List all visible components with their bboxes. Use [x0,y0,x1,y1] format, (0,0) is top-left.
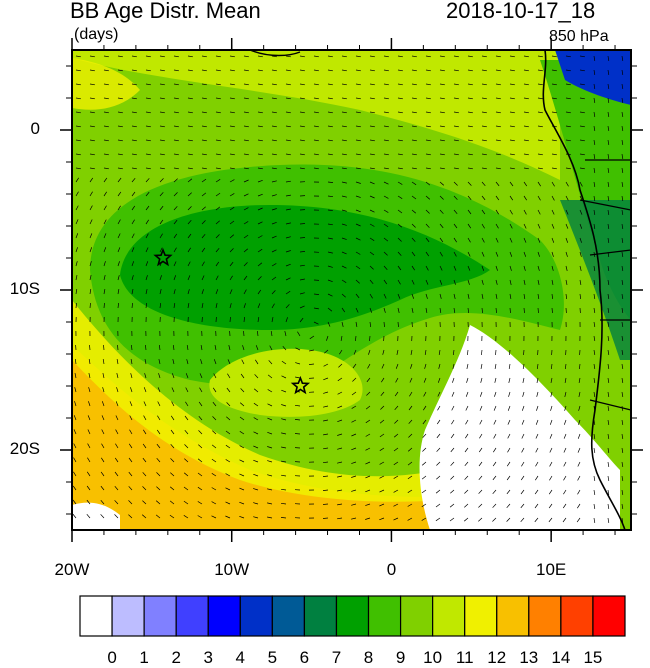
colorbar-swatch [239,595,273,637]
colorbar-tick-label: 9 [395,648,406,667]
colorbar-swatch [399,595,434,637]
longitude-tick-label: 10E [536,560,567,579]
map-title: BB Age Distr. Mean [70,0,261,23]
latitude-tick-label: 20S [9,439,40,458]
colorbar-swatch [432,595,466,637]
colorbar-swatch [143,595,177,637]
colorbar-swatch [560,595,594,637]
colorbar-tick-label: 0 [107,648,117,667]
pressure-level-label: 850 hPa [549,28,609,45]
datetime-label: 2018-10-17_18 [446,0,596,23]
colorbar-swatch [496,595,530,637]
colorbar-swatch [207,595,241,637]
colorbar-swatch [111,595,145,637]
colorbar-swatch [335,595,370,637]
star-marker [153,247,173,267]
colorbar-swatch [271,595,306,637]
colorbar-tick-label: 5 [267,648,278,667]
colorbar-tick-label: 12 [487,648,507,667]
latitude-tick-label: 10S [9,279,40,298]
colorbar [79,595,626,637]
colorbar-tick-label: 4 [235,648,246,667]
colorbar-tick-label: 2 [171,648,181,667]
colorbar-tick-label: 15 [583,648,603,667]
colorbar-tick-label: 7 [331,648,342,667]
colorbar-tick-label: 13 [519,648,539,667]
longitude-tick-label: 20W [54,560,90,579]
colorbar-tick-label: 10 [423,648,443,667]
colorbar-swatch [464,595,498,637]
map-panel [72,50,631,530]
colorbar-swatch [528,595,562,637]
markers [153,247,311,395]
colorbar-tick-label: 8 [363,648,374,667]
colorbar-swatch [175,595,209,637]
colorbar-swatch [367,595,402,637]
colorbar-swatch [592,595,626,637]
units-label: (days) [74,26,119,43]
latitude-tick-label: 0 [30,119,40,138]
colorbar-swatch [303,595,338,637]
star-marker [290,375,311,395]
longitude-tick-label: 0 [386,560,397,579]
colorbar-tick-label: 11 [455,648,474,667]
colorbar-tick-label: 6 [299,648,310,667]
colorbar-tick-label: 1 [139,648,149,667]
colorbar-tick-label: 3 [203,648,213,667]
axis-ticks [60,38,643,542]
colorbar-swatch [79,595,113,637]
colorbar-tick-label: 14 [551,648,571,667]
longitude-tick-label: 10W [214,560,250,579]
